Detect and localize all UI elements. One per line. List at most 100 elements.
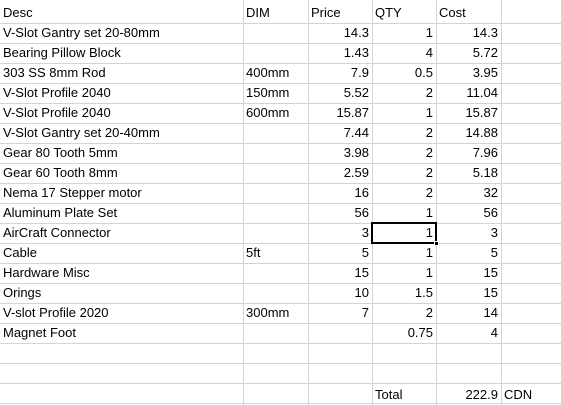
cell-dim[interactable]: 5ft bbox=[246, 245, 261, 260]
row-gridline bbox=[0, 183, 561, 184]
header-cell-dim[interactable]: DIM bbox=[246, 5, 270, 20]
header-cell-cost[interactable]: Cost bbox=[439, 5, 466, 20]
cell-cost[interactable]: 7.96 bbox=[472, 145, 498, 160]
cell-cost[interactable]: 14.3 bbox=[472, 25, 498, 40]
cell-desc[interactable]: AirCraft Connector bbox=[3, 225, 111, 240]
cell-qty[interactable]: 4 bbox=[425, 45, 433, 60]
header-cell-price[interactable]: Price bbox=[311, 5, 341, 20]
cell-qty[interactable]: 2 bbox=[425, 165, 433, 180]
row-gridline bbox=[0, 323, 561, 324]
cell-price[interactable]: 56 bbox=[354, 205, 369, 220]
cell-cost[interactable]: 15 bbox=[483, 265, 498, 280]
cell-price[interactable]: 1.43 bbox=[343, 45, 369, 60]
cell-cost[interactable]: 3.95 bbox=[472, 65, 498, 80]
cell-desc[interactable]: V-Slot Gantry set 20-40mm bbox=[3, 125, 160, 140]
cell-dim[interactable] bbox=[243, 263, 308, 283]
cell-desc[interactable]: V-Slot Profile 2040 bbox=[3, 85, 111, 100]
cell-desc[interactable]: Bearing Pillow Block bbox=[3, 45, 121, 60]
cell-price[interactable]: 16 bbox=[354, 185, 369, 200]
row-gridline bbox=[0, 203, 561, 204]
cell-desc[interactable]: V-Slot Gantry set 20-80mm bbox=[3, 25, 160, 40]
cell-price[interactable]: 3 bbox=[361, 225, 369, 240]
cell-cost[interactable]: 32 bbox=[483, 185, 498, 200]
cell-dim[interactable] bbox=[243, 203, 308, 223]
cell-qty[interactable]: 0.75 bbox=[407, 325, 433, 340]
column-gridline bbox=[436, 0, 437, 405]
cell-dim[interactable] bbox=[243, 163, 308, 183]
cell-qty[interactable]: 1 bbox=[425, 225, 433, 240]
row-gridline bbox=[0, 23, 561, 24]
cell-dim[interactable]: 600mm bbox=[246, 105, 290, 120]
total-currency[interactable]: CDN bbox=[504, 387, 533, 402]
header-cell-qty[interactable]: QTY bbox=[375, 5, 402, 20]
row-gridline bbox=[0, 243, 561, 244]
cell-dim[interactable] bbox=[243, 143, 308, 163]
cell-desc[interactable]: 303 SS 8mm Rod bbox=[3, 65, 106, 80]
cell-cost[interactable]: 56 bbox=[483, 205, 498, 220]
cell-dim[interactable] bbox=[243, 123, 308, 143]
cell-qty[interactable]: 2 bbox=[425, 305, 433, 320]
cell-dim[interactable] bbox=[243, 323, 308, 343]
cell-cost[interactable]: 14.88 bbox=[465, 125, 498, 140]
cell-desc[interactable]: Hardware Misc bbox=[3, 265, 90, 280]
cell-price[interactable] bbox=[308, 323, 372, 343]
cell-desc[interactable]: Aluminum Plate Set bbox=[3, 205, 118, 220]
cell-price[interactable]: 2.59 bbox=[343, 165, 369, 180]
cell-dim[interactable] bbox=[243, 23, 308, 43]
header-cell-desc[interactable]: Desc bbox=[3, 5, 33, 20]
cell-price[interactable]: 7.44 bbox=[343, 125, 369, 140]
cell-price[interactable]: 7 bbox=[361, 305, 369, 320]
cell-cost[interactable]: 5.72 bbox=[472, 45, 498, 60]
cell-desc[interactable]: Orings bbox=[3, 285, 42, 300]
column-gridline bbox=[243, 0, 244, 405]
cell-qty[interactable]: 1 bbox=[425, 105, 433, 120]
cell-dim[interactable] bbox=[243, 183, 308, 203]
cell-price[interactable]: 7.9 bbox=[350, 65, 369, 80]
cell-desc[interactable]: Magnet Foot bbox=[3, 325, 76, 340]
cell-qty[interactable]: 1 bbox=[425, 205, 433, 220]
cell-cost[interactable]: 14 bbox=[483, 305, 498, 320]
cell-price[interactable]: 5 bbox=[361, 245, 369, 260]
cell-desc[interactable]: Gear 60 Tooth 8mm bbox=[3, 165, 118, 180]
cell-qty[interactable]: 2 bbox=[425, 125, 433, 140]
total-label[interactable]: Total bbox=[375, 387, 403, 402]
cell-cost[interactable]: 15 bbox=[483, 285, 498, 300]
cell-desc[interactable]: Cable bbox=[3, 245, 37, 260]
cell-price[interactable]: 14.3 bbox=[343, 25, 369, 40]
cell-dim[interactable] bbox=[243, 223, 308, 243]
cell-qty[interactable]: 0.5 bbox=[414, 65, 433, 80]
cell-cost[interactable]: 15.87 bbox=[465, 105, 498, 120]
cell-price[interactable]: 3.98 bbox=[343, 145, 369, 160]
cell-price[interactable]: 15 bbox=[354, 265, 369, 280]
row-gridline bbox=[0, 143, 561, 144]
cell-cost[interactable]: 3 bbox=[490, 225, 498, 240]
cell-desc[interactable]: Nema 17 Stepper motor bbox=[3, 185, 142, 200]
cell-qty[interactable]: 1 bbox=[425, 265, 433, 280]
cell-qty[interactable]: 2 bbox=[425, 85, 433, 100]
cell-price[interactable]: 10 bbox=[354, 285, 369, 300]
row-gridline bbox=[0, 343, 561, 344]
cell-dim[interactable]: 150mm bbox=[246, 85, 290, 100]
cell-cost[interactable]: 4 bbox=[490, 325, 498, 340]
cell-desc[interactable]: V-Slot Profile 2040 bbox=[3, 105, 111, 120]
cell-qty[interactable]: 2 bbox=[425, 145, 433, 160]
cell-qty[interactable]: 1 bbox=[425, 25, 433, 40]
cell-dim[interactable] bbox=[243, 283, 308, 303]
cell-qty[interactable]: 2 bbox=[425, 185, 433, 200]
total-value[interactable]: 222.9 bbox=[465, 387, 498, 402]
cell-cost[interactable]: 5.18 bbox=[472, 165, 498, 180]
cell-price[interactable]: 15.87 bbox=[336, 105, 369, 120]
cell-desc[interactable]: V-slot Profile 2020 bbox=[3, 305, 109, 320]
row-gridline bbox=[0, 303, 561, 304]
cell-cost[interactable]: 5 bbox=[490, 245, 498, 260]
cell-price[interactable]: 5.52 bbox=[343, 85, 369, 100]
cell-qty[interactable]: 1 bbox=[425, 245, 433, 260]
column-gridline bbox=[372, 0, 373, 405]
cell-dim[interactable]: 400mm bbox=[246, 65, 290, 80]
cell-desc[interactable]: Gear 80 Tooth 5mm bbox=[3, 145, 118, 160]
cell-dim[interactable] bbox=[243, 43, 308, 63]
cell-qty[interactable]: 1.5 bbox=[414, 285, 433, 300]
cell-dim[interactable]: 300mm bbox=[246, 305, 290, 320]
cell-cost[interactable]: 11.04 bbox=[466, 85, 498, 100]
